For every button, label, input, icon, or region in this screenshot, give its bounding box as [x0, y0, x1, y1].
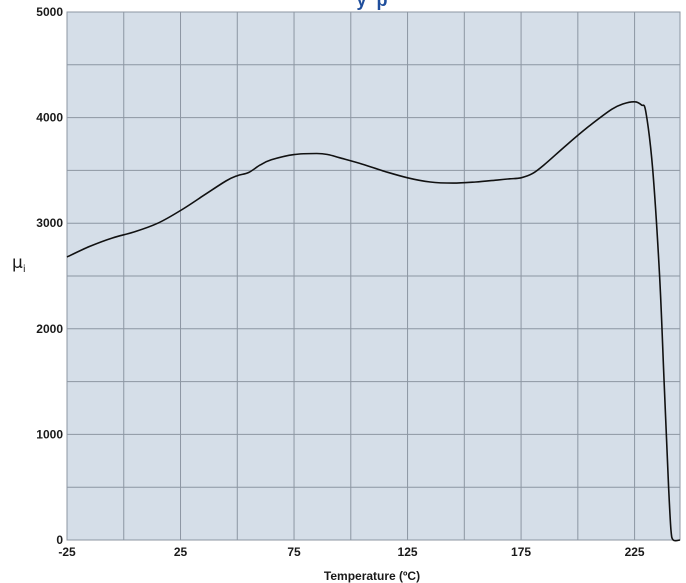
y-tick-label: 3000	[36, 216, 63, 230]
y-tick-label: 0	[56, 533, 63, 547]
y-axis-label-subscript: i	[23, 264, 26, 275]
x-tick-label: -25	[58, 545, 76, 559]
y-tick-label: 4000	[36, 111, 63, 125]
y-axis-ticks: 0 1000 2000 3000 4000 5000	[36, 5, 63, 547]
chart-title-fragment: y p	[356, 0, 387, 10]
gridlines	[66, 12, 680, 540]
x-tick-label: 225	[625, 545, 645, 559]
x-tick-label: 75	[287, 545, 301, 559]
x-axis-ticks: -25 25 75 125 175 225	[58, 545, 645, 559]
x-tick-label: 125	[398, 545, 418, 559]
x-tick-label: 25	[174, 545, 188, 559]
y-axis-label-symbol: μ	[12, 253, 23, 273]
plot-border	[66, 11, 681, 541]
permeability-curve	[66, 100, 681, 542]
y-tick-label: 2000	[36, 322, 63, 336]
y-tick-label: 1000	[36, 427, 63, 441]
y-axis-label: μi	[12, 253, 26, 275]
x-tick-label: 175	[511, 545, 531, 559]
y-tick-label: 5000	[36, 5, 63, 19]
x-axis-label: Temperature (ºC)	[324, 569, 420, 583]
